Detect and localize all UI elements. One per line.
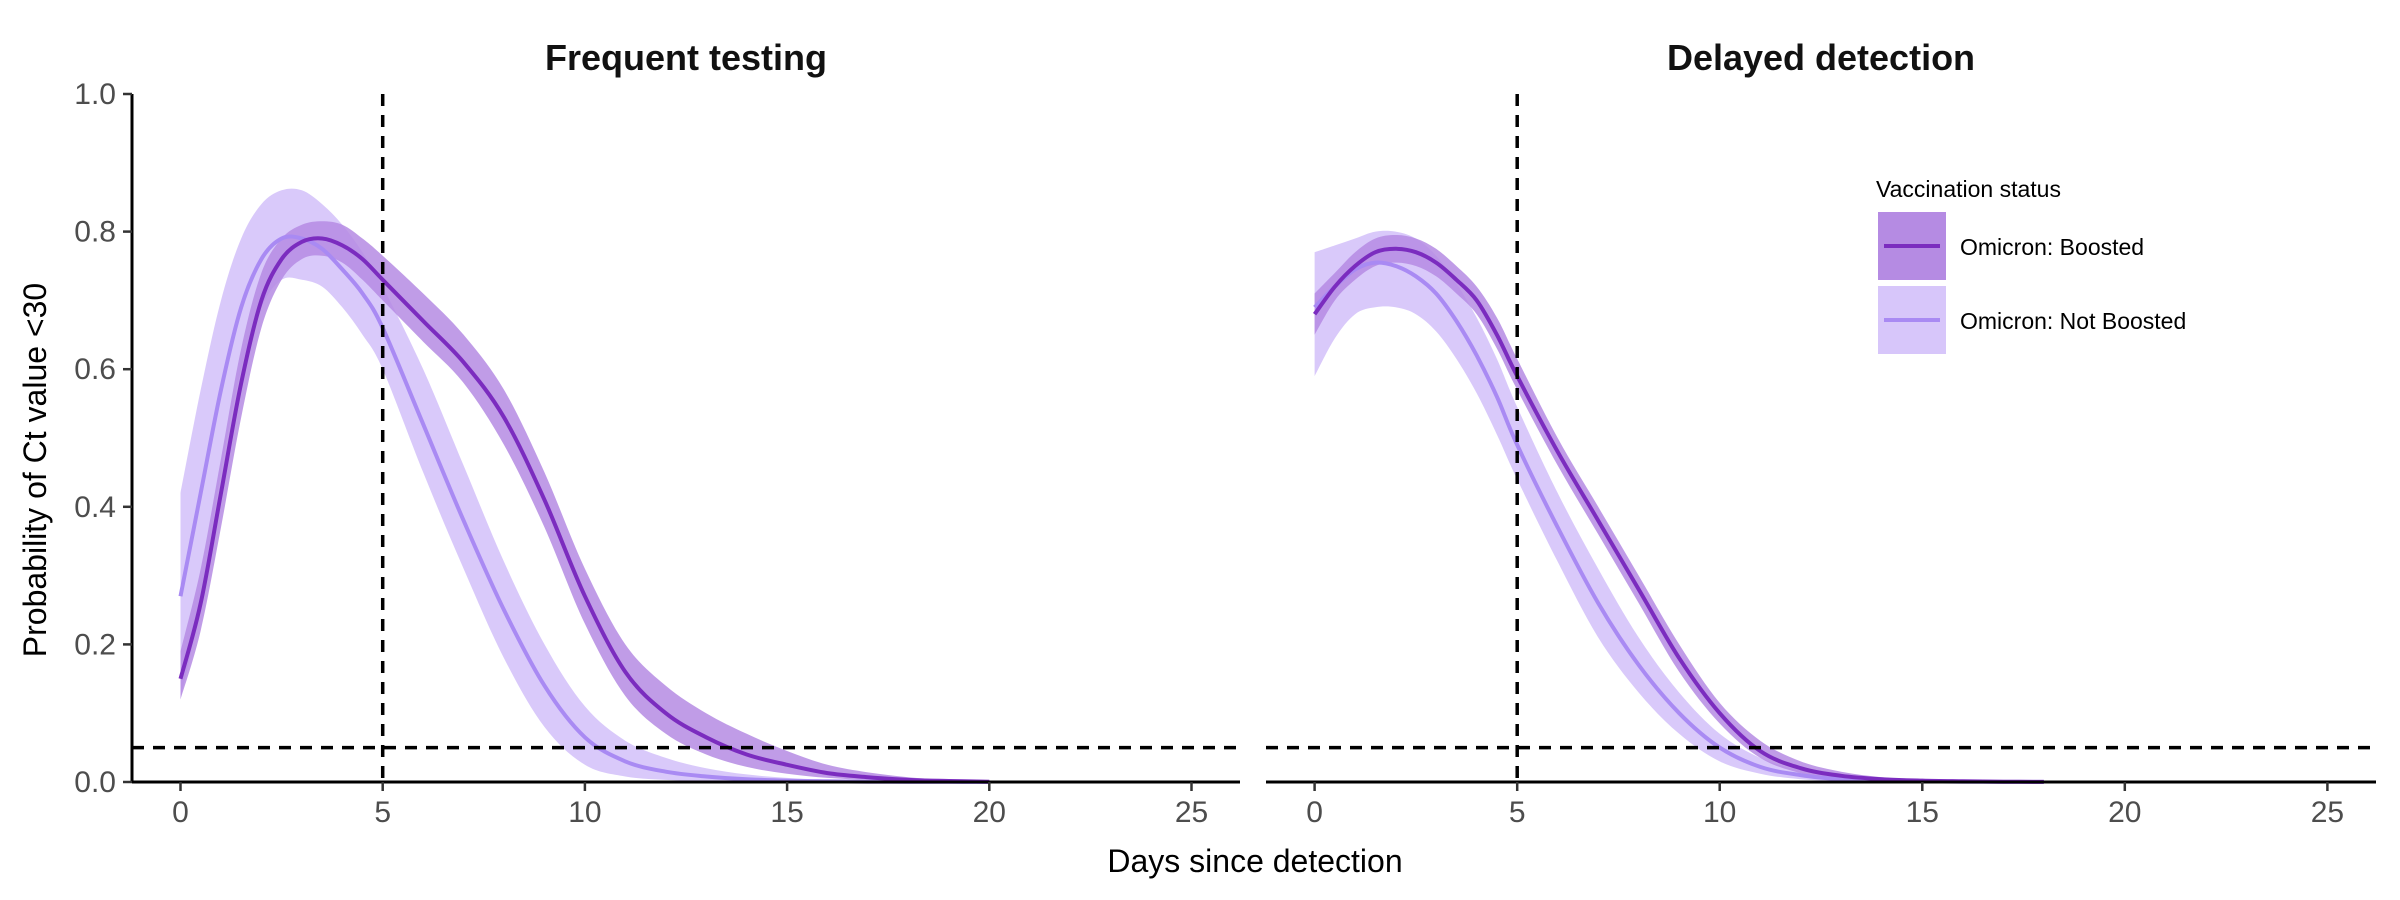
y-tick-label: 0.6 [74, 353, 116, 386]
legend-entry-boosted: Omicron: Boosted [1878, 212, 2144, 280]
x-tick-label: 0 [1306, 796, 1323, 829]
panel-frequent-testing: Frequent testing 0 5 10 15 20 25 0.0 0.2 0.4 0.6 0.… [74, 37, 1240, 829]
ribbon-boosted [181, 221, 990, 782]
panel-title: Frequent testing [545, 37, 827, 78]
line-boosted [181, 238, 990, 781]
x-tick-label: 0 [172, 796, 189, 829]
panel-title: Delayed detection [1667, 37, 1975, 78]
x-tick-label: 10 [1703, 796, 1736, 829]
y-tick-label: 0.2 [74, 628, 116, 661]
x-axis-title: Days since detection [1107, 843, 1402, 879]
x-tick-label: 5 [374, 796, 391, 829]
y-tick-label: 1.0 [74, 78, 116, 111]
x-tick-label: 10 [568, 796, 601, 829]
legend-label-not-boosted: Omicron: Not Boosted [1960, 308, 2186, 334]
y-axis-title: Probability of Ct value <30 [17, 283, 53, 657]
legend-title: Vaccination status [1876, 176, 2061, 202]
x-tick-label: 20 [2108, 796, 2141, 829]
legend-entry-not-boosted: Omicron: Not Boosted [1878, 286, 2186, 354]
legend: Vaccination status Omicron: Boosted Omic… [1876, 176, 2186, 354]
x-tick-label: 5 [1509, 796, 1526, 829]
y-tick-label: 0.4 [74, 491, 116, 524]
x-tick-label: 15 [1906, 796, 1939, 829]
line-not-boosted [181, 236, 990, 782]
x-tick-label: 25 [1175, 796, 1208, 829]
ribbon-not-boosted [181, 189, 990, 782]
panel-delayed-detection: Delayed detection 0 5 10 15 20 25 [1266, 37, 2376, 829]
x-tick-label: 25 [2311, 796, 2344, 829]
y-tick-label: 0.0 [74, 766, 116, 799]
chart-panels: Frequent testing 0 5 10 15 20 25 0.0 0.2 0.4 0.6 0.… [74, 37, 2376, 829]
x-tick-label: 20 [973, 796, 1006, 829]
legend-label-boosted: Omicron: Boosted [1960, 234, 2144, 260]
y-tick-label: 0.8 [74, 216, 116, 249]
x-tick-label: 15 [770, 796, 803, 829]
